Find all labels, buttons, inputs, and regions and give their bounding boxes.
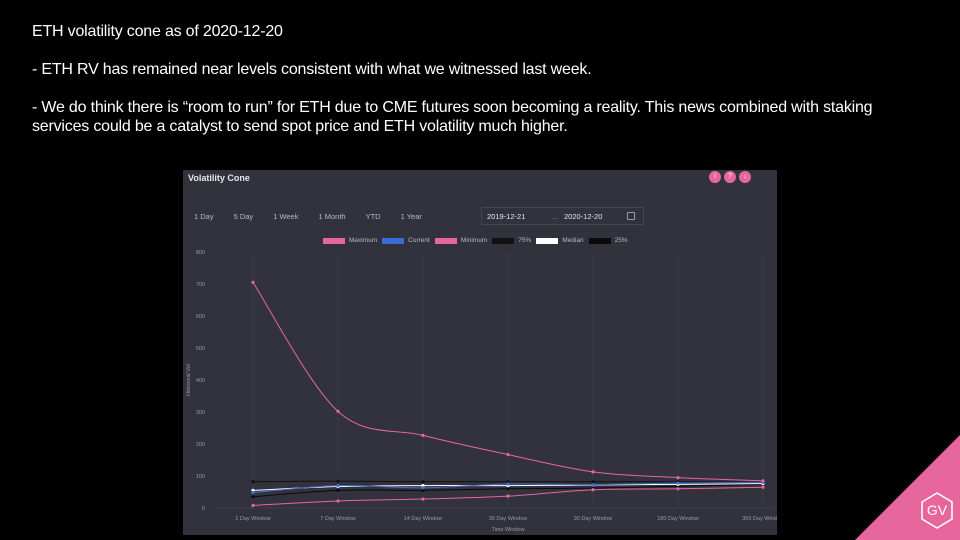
range-ytd[interactable]: YTD xyxy=(365,212,381,221)
y-tick-label: 200 xyxy=(196,442,205,448)
range-selector: 1 Day 5 Day 1 Week 1 Month YTD 1 Year xyxy=(194,212,442,221)
data-point xyxy=(251,491,255,495)
data-point xyxy=(336,488,340,492)
gv-logo: GV xyxy=(855,435,960,540)
download-icon[interactable]: ↓ xyxy=(739,171,751,183)
data-point xyxy=(506,494,510,498)
legend-label: Current xyxy=(408,237,430,244)
legend-label: Minimum xyxy=(460,237,488,244)
data-point xyxy=(506,487,510,491)
data-point xyxy=(421,480,425,484)
legend-label: 75% xyxy=(518,237,532,244)
date-range-picker[interactable]: 2019-12-21 ... 2020-12-20 xyxy=(481,207,644,225)
data-point xyxy=(591,480,595,484)
range-1-week[interactable]: 1 Week xyxy=(273,212,299,221)
legend-swatch xyxy=(382,237,405,244)
legend-item[interactable]: Maximum xyxy=(323,237,377,244)
legend-item[interactable]: Current xyxy=(382,237,430,244)
y-axis-label: Historical Vol xyxy=(186,364,192,396)
data-point xyxy=(591,488,595,492)
data-point xyxy=(251,280,255,284)
x-tick-label: 1 Day Window xyxy=(235,516,270,522)
data-point xyxy=(676,476,680,480)
legend-swatch xyxy=(323,237,345,244)
data-point xyxy=(506,482,510,486)
date-from[interactable]: 2019-12-21 xyxy=(487,212,526,221)
data-point xyxy=(251,495,255,499)
range-1-month[interactable]: 1 Month xyxy=(318,212,346,221)
legend-swatch xyxy=(536,237,559,244)
y-tick-label: 500 xyxy=(196,346,205,352)
y-tick-label: 600 xyxy=(196,314,205,320)
legend-label: Median xyxy=(562,237,584,244)
data-point xyxy=(251,488,255,492)
data-point xyxy=(676,481,680,485)
data-point xyxy=(421,433,425,437)
range-1-year[interactable]: 1 Year xyxy=(400,212,422,221)
legend-label: 25% xyxy=(614,237,628,244)
x-tick-label: 365 Day Window xyxy=(742,516,777,522)
data-point xyxy=(506,452,510,457)
y-tick-label: 0 xyxy=(202,506,205,512)
data-point xyxy=(336,479,340,483)
x-tick-label: 14 Day Window xyxy=(404,516,443,522)
x-tick-label: 7 Day Window xyxy=(320,516,355,522)
calendar-icon[interactable] xyxy=(627,212,635,220)
slide-heading: ETH volatility cone as of 2020-12-20 xyxy=(32,23,283,40)
legend-item[interactable]: 25% xyxy=(588,237,628,244)
panel-title: Volatility Cone xyxy=(188,173,250,183)
data-point xyxy=(336,409,340,413)
data-point xyxy=(591,470,595,474)
data-point xyxy=(421,497,425,501)
legend-item[interactable]: Median xyxy=(536,237,584,244)
x-tick-label: 90 Day Window xyxy=(574,516,613,522)
volatility-cone-panel: Volatility Cone i ? ↓ 1 Day 5 Day 1 Week… xyxy=(183,170,777,535)
data-point xyxy=(591,483,595,487)
info-icon[interactable]: i xyxy=(709,171,721,183)
slide-text: ETH volatility cone as of 2020-12-20 - E… xyxy=(32,22,932,136)
legend-swatch xyxy=(588,237,611,244)
data-point xyxy=(251,480,255,484)
y-tick-label: 800 xyxy=(196,250,205,256)
data-point xyxy=(421,488,425,492)
data-point xyxy=(676,487,680,491)
y-tick-label: 700 xyxy=(196,282,205,288)
x-tick-label: 30 Day Window xyxy=(489,516,528,522)
data-point xyxy=(421,486,425,490)
logo-text: GV xyxy=(927,502,948,518)
date-separator: ... xyxy=(552,212,559,221)
chart-legend: Maximum Current Minimum 75% Median 25% xyxy=(323,237,633,244)
legend-swatch xyxy=(492,237,515,244)
y-tick-label: 100 xyxy=(196,474,205,480)
data-point xyxy=(761,485,765,489)
range-1-day[interactable]: 1 Day xyxy=(194,212,214,221)
slide-bullet-2: - We do think there is “room to run” for… xyxy=(32,99,873,135)
x-axis-label: Time Window xyxy=(491,527,524,533)
legend-label: Maximum xyxy=(349,237,378,244)
volatility-chart: 0 100 200 300 400 500 600 700 800 1 Day Window 7 D… xyxy=(186,250,777,533)
x-tick-label: 180 Day Window xyxy=(657,516,699,522)
panel-toolbar: i ? ↓ xyxy=(709,171,751,183)
legend-item[interactable]: Minimum xyxy=(434,237,488,244)
data-point xyxy=(336,484,340,488)
data-point xyxy=(761,479,765,483)
help-icon[interactable]: ? xyxy=(724,171,736,183)
legend-item[interactable]: 75% xyxy=(492,237,531,244)
y-tick-label: 300 xyxy=(196,410,205,416)
data-point xyxy=(251,503,255,508)
y-tick-label: 400 xyxy=(196,378,205,384)
date-to[interactable]: 2020-12-20 xyxy=(564,212,603,221)
slide-bullet-1: - ETH RV has remained near levels consis… xyxy=(32,61,592,78)
data-point xyxy=(506,480,510,484)
range-5-day[interactable]: 5 Day xyxy=(233,212,254,221)
legend-swatch xyxy=(434,237,457,244)
data-point xyxy=(336,499,340,503)
data-point xyxy=(421,484,425,488)
